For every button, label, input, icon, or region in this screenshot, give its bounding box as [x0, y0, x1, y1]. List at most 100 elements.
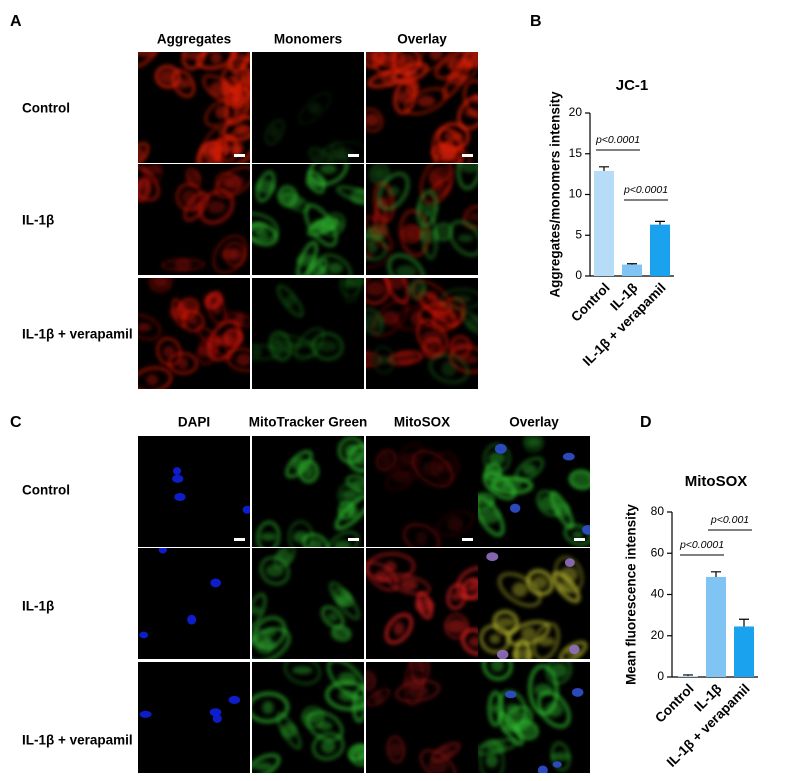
nucleus: [242, 505, 250, 514]
micrograph-content: [139, 695, 241, 723]
cell-body: [317, 340, 338, 353]
cell-body: [407, 284, 428, 294]
cell-signal: [546, 662, 572, 684]
cell-body: [200, 142, 217, 156]
cell-body: [252, 606, 263, 616]
cell-signal: [323, 144, 343, 159]
cell-signal: [377, 172, 410, 211]
cell-body: [308, 539, 323, 547]
micrograph: [366, 278, 478, 389]
cell-body: [210, 52, 222, 65]
column-header: Monomers: [274, 32, 342, 47]
cell-body: [429, 52, 444, 61]
micrograph-content: [139, 548, 222, 639]
cell-signal: [156, 337, 182, 367]
cell-signal: [498, 572, 542, 607]
cell-signal: [202, 74, 238, 104]
micrograph-background: [478, 662, 590, 773]
bar: [594, 170, 614, 276]
cell-signal: [456, 566, 478, 600]
error-bar: [711, 571, 721, 577]
cell-body: [284, 294, 296, 308]
cell-signal: [537, 690, 571, 728]
nucleus: [494, 443, 507, 454]
micrograph-content: [138, 52, 250, 163]
chart-title: MitoSOX: [685, 473, 748, 490]
cell-body: [531, 575, 548, 590]
cell-signal: [449, 335, 472, 358]
cell-body: [256, 179, 276, 194]
cell-signal: [533, 622, 560, 659]
cell-body: [230, 140, 244, 155]
row-header: IL-1β + verapamil: [22, 327, 133, 342]
micrograph: [478, 436, 590, 547]
cell-signal: [444, 614, 469, 639]
panel-label: D: [640, 414, 652, 431]
cell-body: [341, 505, 352, 515]
cell-body: [417, 203, 438, 215]
cell-body: [457, 234, 474, 243]
cell-signal: [569, 469, 590, 490]
cell-body: [187, 170, 200, 185]
cell-signal: [429, 354, 469, 384]
cell-body: [559, 566, 579, 583]
scale-bar: [348, 154, 359, 157]
cell-body: [333, 540, 352, 547]
cell-signal: [348, 743, 364, 761]
cell-body: [570, 471, 590, 488]
cell-body: [395, 351, 416, 365]
nucleus: [509, 503, 521, 513]
cell-body: [395, 265, 417, 275]
micrograph: [478, 662, 590, 773]
micrograph: [252, 662, 364, 773]
bar: [706, 576, 726, 677]
cell-body: [468, 636, 478, 648]
nucleus: [139, 631, 149, 639]
y-tick-label: 5: [575, 227, 582, 241]
cell-body: [551, 752, 571, 761]
cell-body: [203, 293, 225, 308]
cell-body: [380, 452, 392, 468]
micrograph-background: [138, 662, 250, 773]
cell-body: [526, 436, 541, 448]
nucleus: [158, 548, 167, 554]
bar: [678, 675, 698, 677]
micrograph: [252, 548, 364, 659]
cell-body: [406, 683, 429, 699]
cell-signal: [176, 297, 200, 320]
row-header: IL-1β + verapamil: [22, 733, 133, 748]
cell-body: [466, 212, 478, 221]
cell-signal: [138, 314, 161, 340]
cell-signal: [375, 449, 397, 472]
cell-signal: [302, 706, 325, 728]
cell-signal: [321, 605, 345, 629]
cell-signal: [479, 624, 510, 654]
cell-body: [421, 461, 444, 477]
cell-signal: [479, 739, 504, 773]
micrograph: [252, 436, 364, 547]
micrograph-content: [138, 164, 250, 274]
micrograph-content: [264, 92, 364, 163]
nucleus: [212, 714, 222, 723]
cell-body: [441, 144, 454, 161]
cell-body: [327, 612, 339, 622]
cell-signal: [207, 319, 241, 361]
micrograph: [366, 436, 478, 547]
micrograph-background: [366, 52, 478, 163]
error-bar: [627, 263, 637, 265]
cell-signal: [138, 165, 160, 202]
cell-body: [269, 125, 281, 140]
cell-body: [366, 242, 378, 253]
cell-body: [441, 360, 457, 377]
cell-signal: [402, 522, 441, 547]
micrograph: [366, 548, 478, 659]
cell-signal: [155, 65, 181, 89]
cell-body: [380, 52, 397, 61]
cell-signal: [339, 278, 361, 297]
cell-body: [292, 666, 313, 675]
cell-signal: [252, 212, 279, 242]
cell-signal: [226, 347, 250, 372]
cell-signal: [256, 521, 280, 547]
micrograph-content: [478, 662, 584, 773]
